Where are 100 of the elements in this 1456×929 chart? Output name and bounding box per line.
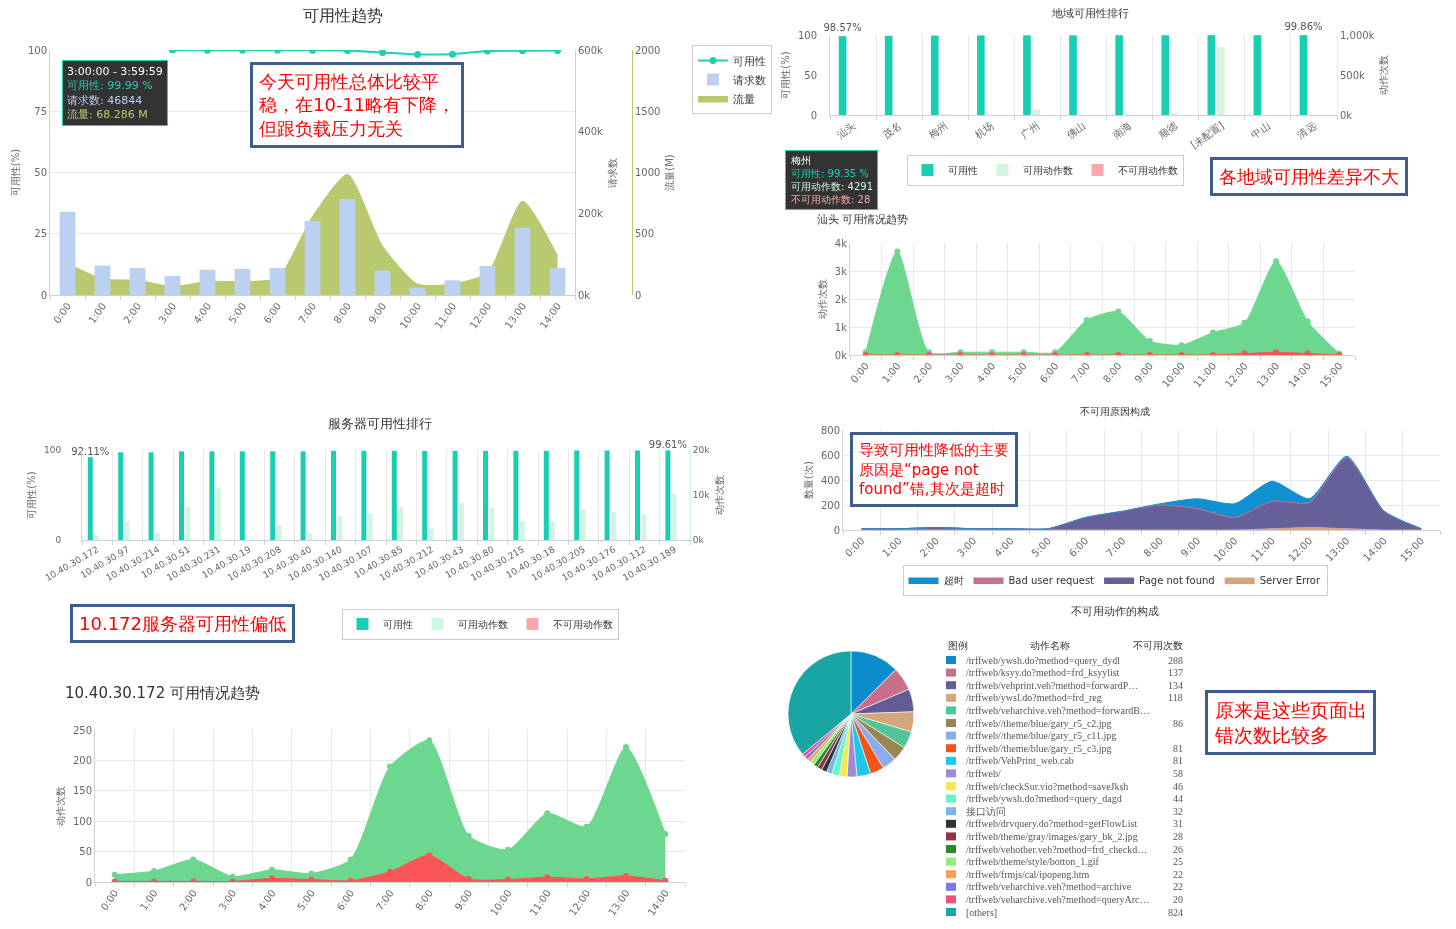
x-tick-label: 中山 <box>1249 119 1272 141</box>
y-tick-label: 800 <box>820 424 840 436</box>
y-tick-label: 0 <box>833 524 840 536</box>
legend-label: 超时 <box>943 574 964 586</box>
text: 梅州 <box>790 155 811 166</box>
text: 不可用动作数: 28 <box>791 194 871 205</box>
annotation: 今天可用性总体比较平稳，在10-11略有下降，但跟负载压力无关 <box>259 71 456 139</box>
legend-label: /trffweb/veharchive.veh?method=queryArc… <box>966 894 1150 905</box>
legend-label: /trffweb/ywsl.do?method=frd_reg <box>966 692 1102 703</box>
text: 各地域可用性差异不大 <box>1219 166 1399 187</box>
legend-label: /trffweb/VehPrint_web.cab <box>966 755 1074 766</box>
y-tick-label: 100 <box>797 29 817 41</box>
data-label: 86 <box>1173 718 1183 729</box>
y-tick-label: 75 <box>34 105 47 117</box>
chart-title: 不可用动作的构成 <box>1071 605 1159 618</box>
data-label: 32 <box>1173 806 1183 817</box>
y-axis-title: 可用性(%) <box>779 51 791 99</box>
data-label: 58 <box>1173 768 1183 779</box>
legend-label: 可用动作数 <box>1022 164 1073 176</box>
x-tick-label: 清远 <box>1295 119 1318 141</box>
x-tick-label: 广州 <box>1018 119 1042 141</box>
y-tick-label: 100 <box>72 815 92 827</box>
data-label: 22 <box>1173 869 1183 880</box>
legend-label: [others] <box>966 907 998 918</box>
x-tick-label: 顺德 <box>1157 119 1180 141</box>
legend-label: /trffweb/checkSur.vio?method=saveJksh <box>966 781 1129 792</box>
data-label: 118 <box>1168 692 1183 703</box>
y2-tick-label: 0k <box>692 535 705 546</box>
y-tick-label: 25 <box>34 228 47 240</box>
y-tick-label: 400 <box>820 474 840 486</box>
data-label: 31 <box>1173 818 1183 829</box>
y-tick-label: 200 <box>820 499 840 511</box>
y-tick-label: 1k <box>834 321 848 333</box>
legend-label: /trffweb//theme/blue/gary_r5_c2.jpg <box>966 718 1112 729</box>
chart-title: 地域可用性排行 <box>1051 7 1129 20</box>
y-tick-label: 0 <box>810 109 817 121</box>
legend-label: Page not found <box>1139 574 1215 586</box>
text: 图例 <box>948 640 968 651</box>
text: 可用动作数: 4291 <box>791 181 873 192</box>
data-label: 81 <box>1173 755 1183 766</box>
y3-tick-label: 500 <box>635 228 655 240</box>
legend-label: Server Error <box>1259 574 1321 586</box>
x-tick-label: 机场 <box>972 119 996 141</box>
y-tick-label: 150 <box>72 785 92 797</box>
y2-tick-label: 500k <box>1340 69 1366 81</box>
text: 动作名称 <box>1030 640 1070 651</box>
y2-tick-label: 0k <box>1340 109 1353 121</box>
legend-label: /trffweb/frmjs/cal/ipopeng.htm <box>966 869 1090 880</box>
y-axis-title: 动作次数 <box>816 279 828 319</box>
data-label: 99.61% <box>648 439 687 451</box>
y-axis-title: 数量(次) <box>802 461 814 499</box>
y-tick-label: 3k <box>834 265 848 277</box>
legend-label: 可用性 <box>947 164 978 176</box>
legend-label: /trffweb/drvquery.do?method=getFlowList <box>966 818 1138 829</box>
legend-label: 不可用动作数 <box>552 618 613 630</box>
data-label: 20 <box>1173 894 1183 905</box>
y-tick-label: 100 <box>27 44 47 56</box>
legend-label: Bad user request <box>1008 574 1095 586</box>
annotation: 流量: 68.286 M <box>67 107 148 121</box>
y-axis-title: 可用性(%) <box>9 148 21 197</box>
legend-label: /trffweb/theme/style/botton_1.gif <box>966 856 1100 867</box>
legend-label: 可用性 <box>382 618 413 630</box>
x-tick-label: 佛山 <box>1064 119 1088 141</box>
legend-label: 请求数 <box>733 73 766 87</box>
legend-label: 可用动作数 <box>457 618 508 630</box>
data-label: 81 <box>1173 743 1183 754</box>
y2-tick-label: 1,000k <box>1340 29 1375 41</box>
legend-label: /trffweb/ywsh.do?method=query_dagd <box>966 793 1122 804</box>
y-tick-label: 200 <box>72 754 92 766</box>
y-tick-label: 0k <box>834 349 848 361</box>
y2-tick-label: 200k <box>578 207 604 219</box>
data-label: 25 <box>1173 856 1183 867</box>
y-tick-label: 2k <box>834 293 848 305</box>
y2-axis-title: 动作次数 <box>1378 55 1390 95</box>
chart-title: 汕头 可用情况趋势 <box>817 213 909 226</box>
y-axis-title: 可用性(%) <box>26 471 38 519</box>
legend-label: /trffweb/veharchive.veh?method=archive <box>966 881 1132 892</box>
legend-label: /trffweb/vehprint.veh?method=forwardP… <box>966 680 1139 691</box>
y-tick-label: 50 <box>34 167 47 178</box>
data-label: 824 <box>1168 907 1183 918</box>
legend-label: /trffweb//theme/blue/gary_r5_c11.jpg <box>966 730 1117 741</box>
y3-tick-label: 1500 <box>635 105 661 117</box>
data-label: 134 <box>1168 680 1183 691</box>
y3-tick-label: 2000 <box>635 44 661 56</box>
data-label: 92.11% <box>71 446 110 458</box>
legend-label: /trffweb/veharchive.veh?method=forwardB… <box>966 705 1150 716</box>
annotation: 请求数: 46844 <box>67 93 143 107</box>
y3-axis-title: 流量(M) <box>663 154 675 191</box>
text: 不可用次数 <box>1133 640 1183 651</box>
data-label: 98.57% <box>823 22 862 34</box>
legend-label: 可用性 <box>733 54 766 68</box>
y2-tick-label: 10k <box>692 490 711 501</box>
legend-label: /trffweb/ywsh.do?method=query_dydl <box>966 655 1121 666</box>
y-tick-label: 4k <box>834 237 848 249</box>
legend-label: /trffweb/ <box>966 768 1002 779</box>
data-label: 22 <box>1173 881 1183 892</box>
y2-axis-title: 动作次数 <box>713 475 725 515</box>
data-label: 99.86% <box>1284 21 1323 33</box>
data-label: 46 <box>1173 781 1183 792</box>
x-tick-label: 梅州 <box>925 119 950 141</box>
